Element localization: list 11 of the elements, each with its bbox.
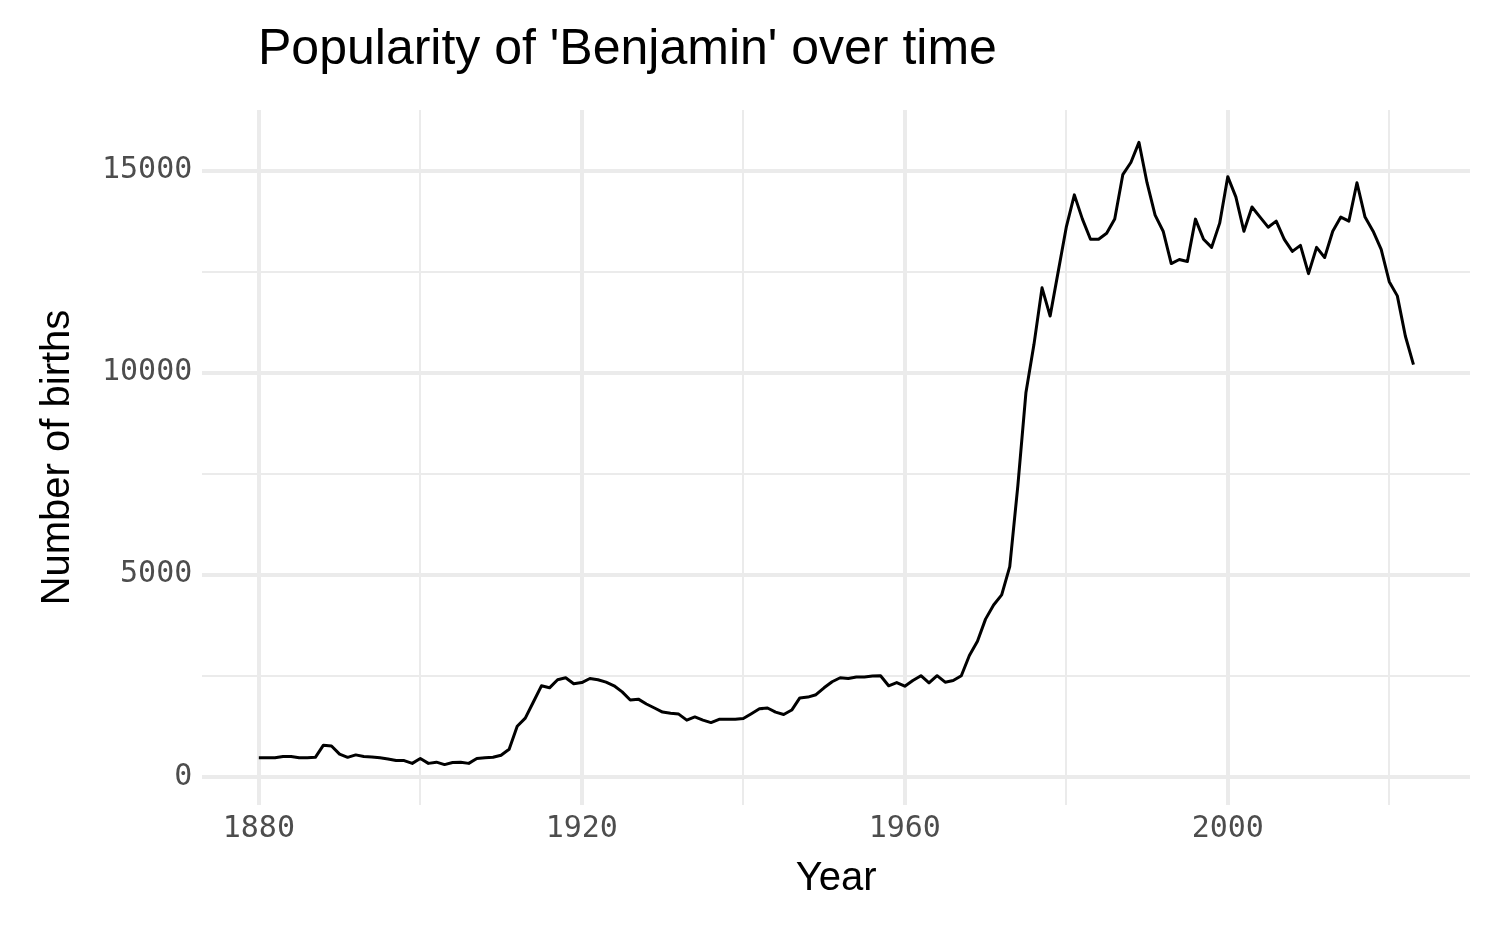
x-tick-label: 1960 <box>868 808 941 844</box>
chart-title: Popularity of 'Benjamin' over time <box>258 18 997 76</box>
x-tick-label: 1880 <box>222 808 295 844</box>
y-axis-title: Number of births <box>33 309 78 606</box>
y-tick-label: 15000 <box>102 150 193 186</box>
y-tick-label: 5000 <box>120 554 193 590</box>
x-tick-label: 2000 <box>1191 808 1264 844</box>
x-tick-label: 1920 <box>545 808 618 844</box>
y-tick-label: 10000 <box>102 352 193 388</box>
y-tick-label: 0 <box>174 756 193 792</box>
x-axis-title: Year <box>795 854 877 899</box>
